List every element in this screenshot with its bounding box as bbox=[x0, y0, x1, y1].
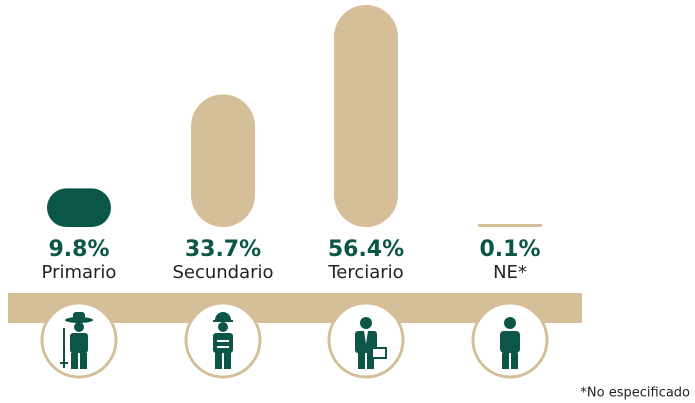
value-label: 0.1% bbox=[479, 237, 540, 262]
bar bbox=[334, 5, 398, 227]
category-label: NE* bbox=[493, 262, 527, 283]
category-label: Secundario bbox=[172, 262, 273, 283]
value-label: 9.8% bbox=[48, 237, 109, 262]
footnote: *No especificado bbox=[580, 386, 690, 401]
value-label: 56.4% bbox=[328, 237, 404, 262]
icons bbox=[40, 301, 549, 379]
value-label: 33.7% bbox=[185, 237, 261, 262]
worker-icon bbox=[184, 301, 262, 379]
person-icon bbox=[471, 301, 549, 379]
category-label: Terciario bbox=[327, 262, 403, 283]
bar bbox=[47, 188, 111, 227]
bar bbox=[478, 224, 542, 227]
bar bbox=[191, 94, 255, 227]
office-icon bbox=[327, 301, 405, 379]
farmer-icon bbox=[40, 301, 118, 379]
category-label: Primario bbox=[42, 262, 117, 283]
